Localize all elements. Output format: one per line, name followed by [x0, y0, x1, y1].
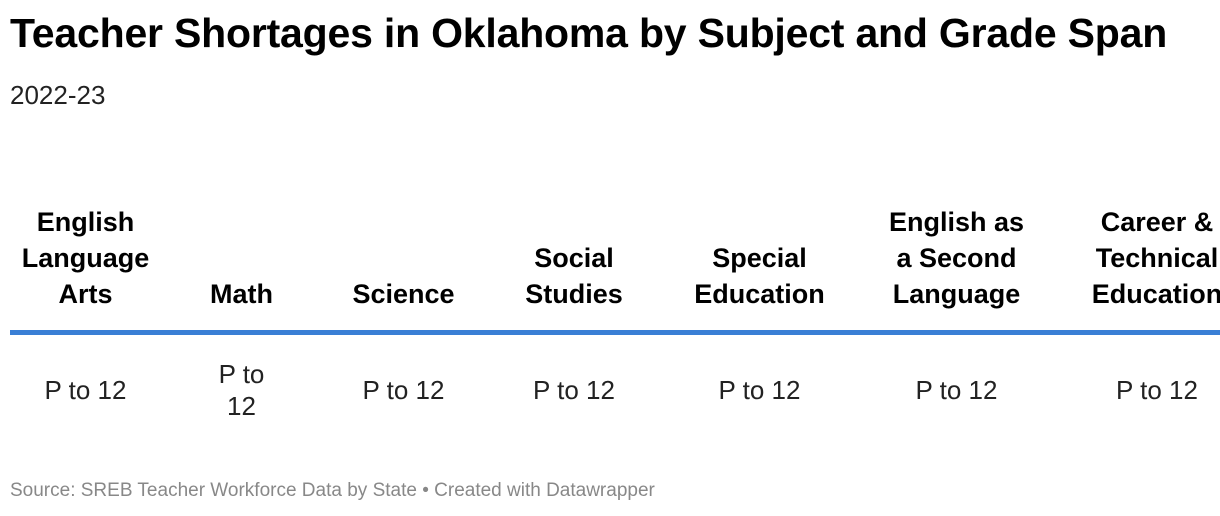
cell-text: P to 12 [533, 375, 615, 405]
footer: Source: SREB Teacher Workforce Data by S… [10, 480, 655, 501]
table-cell: P to 12 [663, 333, 856, 441]
column-header-text: Career & Technical Education [1091, 207, 1220, 309]
table-cell: P to 12 [856, 333, 1057, 441]
table: English Language Arts Math Science Social S… [10, 150, 1220, 440]
table-cell: P to 12 [1057, 333, 1220, 441]
table-body: P to 12 P to 12 P to 12 P to 12 P to 12 P to … [10, 333, 1220, 441]
column-header-text: English Language Arts [21, 207, 150, 309]
header-row: English Language Arts Math Science Social S… [10, 150, 1220, 335]
subtitle: 2022-23 [10, 80, 106, 110]
table-container: English Language Arts Math Science Social S… [10, 150, 1220, 440]
cell-text: P to 12 [44, 375, 127, 405]
cell-text: P to 12 [362, 375, 445, 405]
cell-text: P to 12 [915, 375, 998, 405]
table-cell: P to 12 [161, 333, 322, 441]
column-header-text: English as a Second Language [888, 207, 1025, 309]
table-cell: P to 12 [322, 333, 485, 441]
title: Teacher Shortages in Oklahoma by Subject… [10, 10, 1168, 56]
table-row: P to 12 P to 12 P to 12 P to 12 P to 12 P to … [10, 333, 1220, 441]
column-header: English as a Second Language [856, 150, 1057, 335]
column-header: Math [161, 150, 322, 335]
cell-text: P to 12 [1116, 375, 1198, 405]
cell-text: P to 12 [718, 375, 801, 405]
column-header-text: Social Studies [525, 243, 623, 309]
table-cell: P to 12 [10, 333, 161, 441]
column-header: Career & Technical Education [1057, 150, 1220, 335]
column-header: Science [322, 150, 485, 335]
column-header-text: Special Education [694, 243, 825, 309]
table-cell: P to 12 [485, 333, 663, 441]
column-header-text: Science [352, 279, 455, 309]
column-header: Special Education [663, 150, 856, 335]
column-header: English Language Arts [10, 150, 161, 335]
cell-text: P to 12 [218, 359, 265, 421]
column-header: Social Studies [485, 150, 663, 335]
column-header-text: Math [210, 279, 273, 309]
